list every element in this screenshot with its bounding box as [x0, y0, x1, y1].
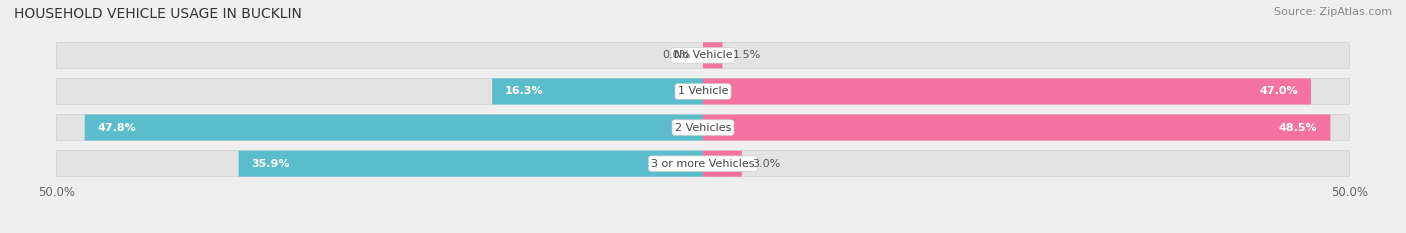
FancyBboxPatch shape [492, 79, 703, 104]
Text: 1 Vehicle: 1 Vehicle [678, 86, 728, 96]
FancyBboxPatch shape [703, 115, 1330, 140]
FancyBboxPatch shape [56, 79, 703, 104]
FancyBboxPatch shape [703, 79, 1350, 104]
Text: 48.5%: 48.5% [1279, 123, 1317, 133]
FancyBboxPatch shape [703, 151, 1350, 177]
Text: 35.9%: 35.9% [252, 159, 290, 169]
Text: 3.0%: 3.0% [752, 159, 780, 169]
FancyBboxPatch shape [703, 151, 742, 177]
Legend: Owner-occupied, Renter-occupied: Owner-occupied, Renter-occupied [575, 229, 831, 233]
FancyBboxPatch shape [56, 79, 1350, 104]
Text: HOUSEHOLD VEHICLE USAGE IN BUCKLIN: HOUSEHOLD VEHICLE USAGE IN BUCKLIN [14, 7, 302, 21]
FancyBboxPatch shape [56, 42, 703, 68]
FancyBboxPatch shape [239, 151, 703, 177]
FancyBboxPatch shape [56, 151, 703, 177]
Text: 0.0%: 0.0% [662, 50, 690, 60]
Text: 47.0%: 47.0% [1260, 86, 1298, 96]
Text: 3 or more Vehicles: 3 or more Vehicles [651, 159, 755, 169]
FancyBboxPatch shape [56, 115, 1350, 140]
FancyBboxPatch shape [703, 115, 1350, 140]
FancyBboxPatch shape [56, 115, 703, 140]
Text: 1.5%: 1.5% [733, 50, 761, 60]
FancyBboxPatch shape [703, 79, 1310, 104]
Text: Source: ZipAtlas.com: Source: ZipAtlas.com [1274, 7, 1392, 17]
FancyBboxPatch shape [56, 42, 1350, 68]
Text: No Vehicle: No Vehicle [673, 50, 733, 60]
FancyBboxPatch shape [703, 42, 1350, 68]
Text: 47.8%: 47.8% [97, 123, 136, 133]
Text: 2 Vehicles: 2 Vehicles [675, 123, 731, 133]
FancyBboxPatch shape [56, 151, 1350, 177]
FancyBboxPatch shape [84, 115, 703, 140]
Text: 16.3%: 16.3% [505, 86, 544, 96]
FancyBboxPatch shape [703, 42, 723, 68]
